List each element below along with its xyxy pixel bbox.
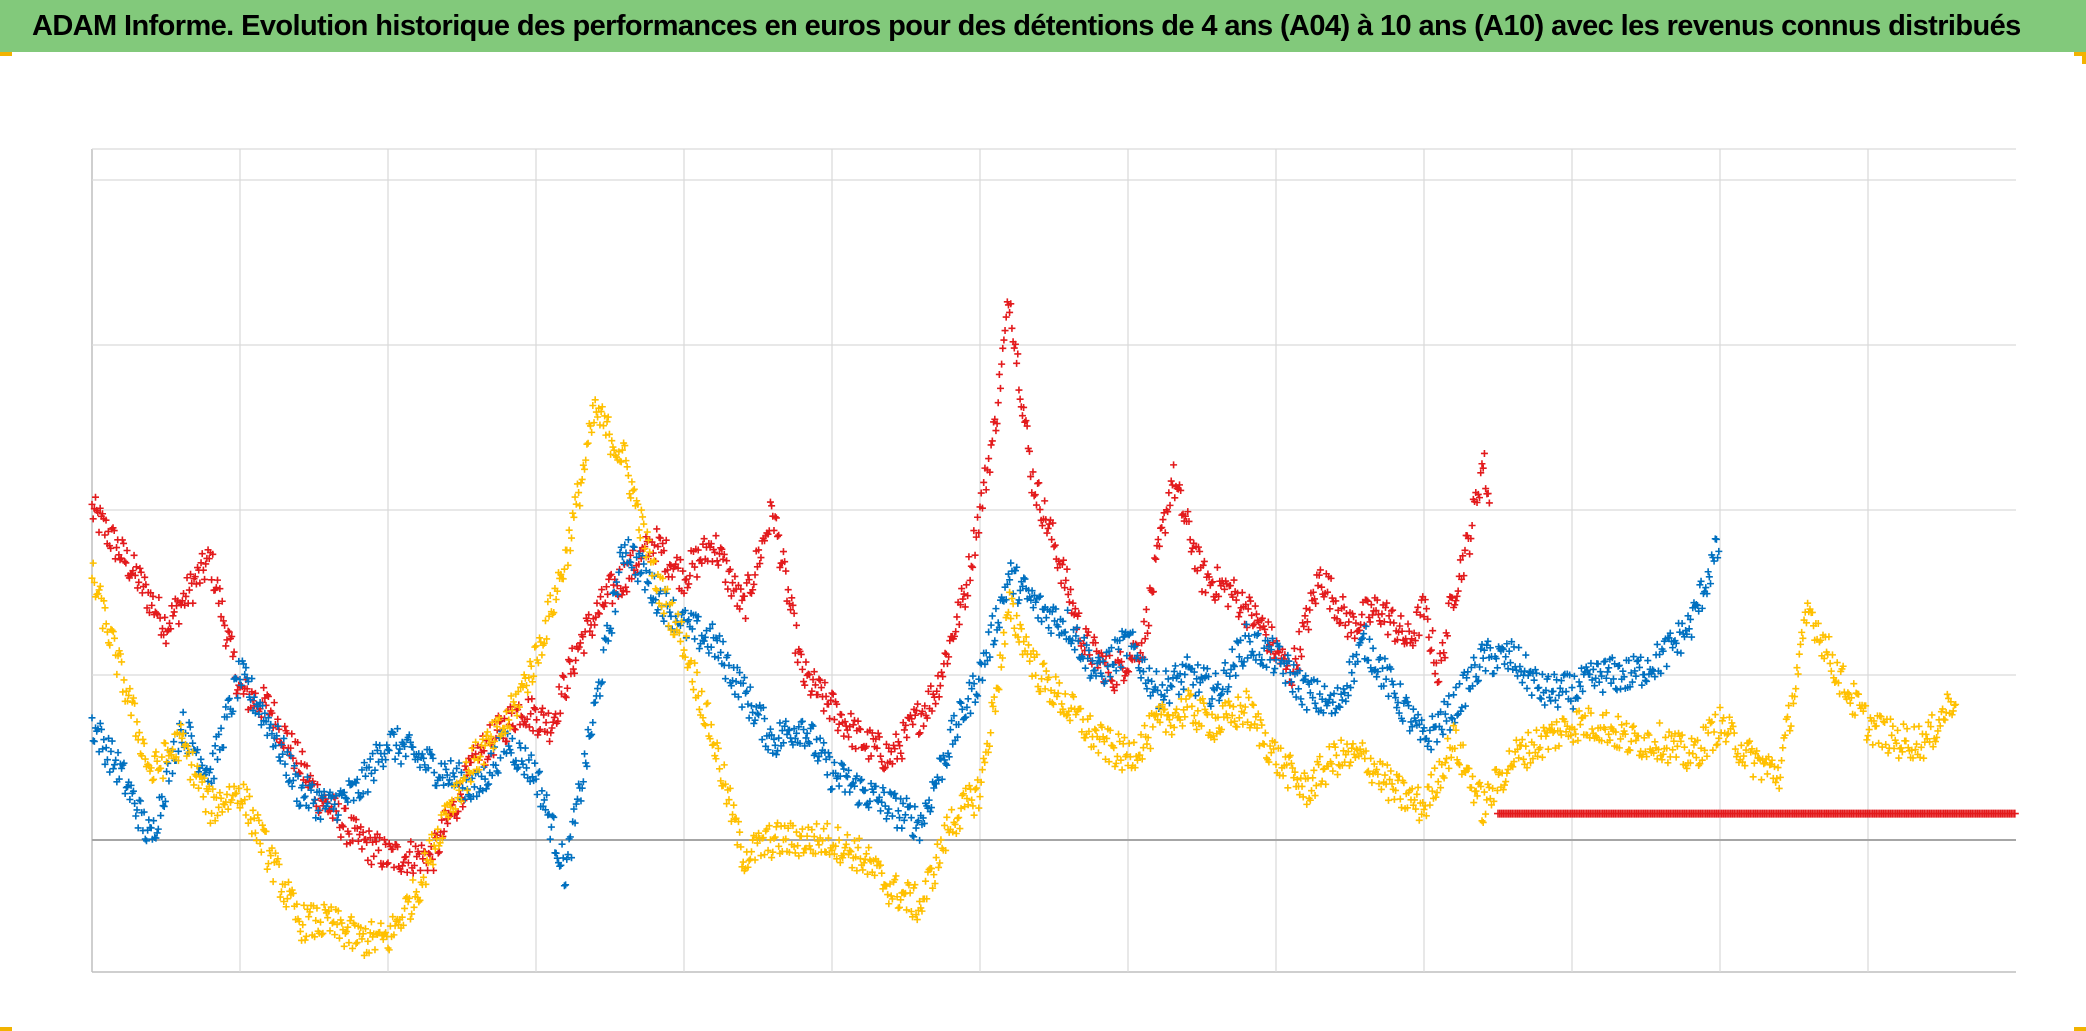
series-red <box>88 298 1493 877</box>
corner-accent-bottom-left <box>0 1027 12 1031</box>
series-layer <box>88 298 2019 959</box>
scatter-chart <box>88 148 2019 973</box>
series-blue-markers <box>88 535 1723 890</box>
corner-accent-top-right <box>2074 52 2086 56</box>
series-yellow <box>88 396 1960 959</box>
chart-title: ADAM Informe. Evolution historique des p… <box>32 9 2021 42</box>
corner-accent-top-right-edge <box>2082 52 2086 64</box>
chart-title-bar: ADAM Informe. Evolution historique des p… <box>0 0 2086 52</box>
corner-accent-top-left <box>0 52 12 56</box>
gridlines <box>91 148 2016 973</box>
series-red-flat-markers <box>1494 809 2019 818</box>
series-red-flat <box>1494 809 2019 818</box>
series-yellow-markers <box>88 396 1960 959</box>
series-red-markers <box>88 298 1493 877</box>
corner-accent-bottom-right <box>2074 1027 2086 1031</box>
series-blue <box>88 535 1723 890</box>
